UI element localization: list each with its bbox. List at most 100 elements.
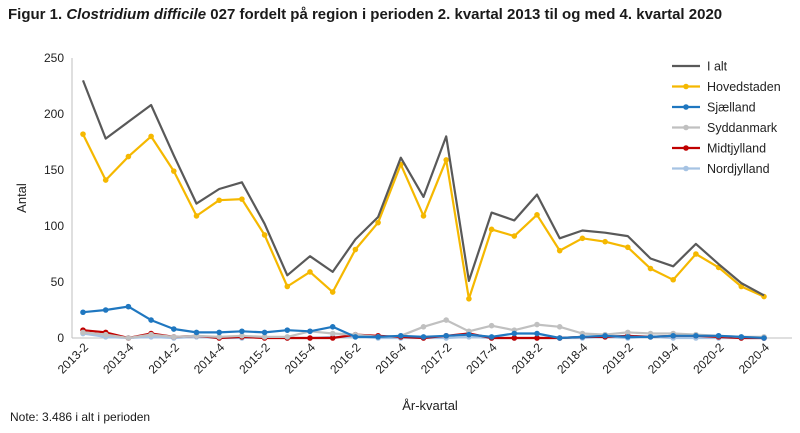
data-point-hovedstaden: [647, 265, 654, 272]
x-tick-label: 2018-2: [509, 340, 546, 377]
data-point-sjælland: [284, 327, 291, 333]
data-point-sjælland: [579, 334, 586, 340]
legend-label-nordjylland: Nordjylland: [707, 162, 770, 176]
x-tick-label: 2020-2: [690, 340, 727, 377]
data-point-sjælland: [647, 334, 654, 340]
x-tick-label: 2014-4: [191, 340, 228, 377]
data-point-sjælland: [761, 335, 767, 341]
data-point-syddanmark: [329, 330, 336, 337]
footnote: Note: 3.486 i alt i perioden: [10, 410, 151, 424]
y-tick-label: 100: [44, 219, 64, 233]
legend-label-sjælland: Sjælland: [707, 101, 756, 115]
x-tick-label: 2013-2: [55, 340, 92, 377]
data-point-hovedstaden: [261, 232, 268, 238]
legend-label-hovedstaden: Hovedstaden: [707, 80, 781, 94]
data-point-sjælland: [625, 334, 631, 340]
data-point-sjælland: [80, 309, 86, 316]
data-point-hovedstaden: [125, 153, 132, 160]
data-point-hovedstaden: [534, 212, 540, 218]
data-point-syddanmark: [125, 335, 132, 341]
data-point-syddanmark: [534, 321, 540, 328]
data-point-sjælland: [556, 335, 563, 341]
data-point-syddanmark: [239, 332, 245, 339]
legend-label-midtjylland: Midtjylland: [707, 142, 766, 156]
data-point-midtjylland: [511, 335, 518, 341]
data-point-hovedstaden: [670, 276, 676, 283]
y-tick-label: 0: [57, 331, 64, 345]
x-tick-label: 2017-2: [418, 340, 455, 377]
data-point-hovedstaden: [420, 213, 427, 219]
data-point-hovedstaden: [148, 133, 154, 140]
data-point-syddanmark: [284, 334, 291, 340]
data-point-syddanmark: [171, 334, 177, 340]
data-point-hovedstaden: [284, 283, 291, 290]
data-point-sjælland: [398, 332, 404, 339]
data-point-hovedstaden: [579, 235, 586, 242]
data-point-hovedstaden: [80, 131, 86, 137]
legend-marker-midtjylland: [683, 145, 689, 151]
data-point-sjælland: [239, 328, 245, 335]
legend-label-syddanmark: Syddanmark: [707, 121, 778, 135]
data-point-sjælland: [216, 329, 222, 336]
data-point-syddanmark: [556, 324, 563, 330]
data-point-syddanmark: [488, 322, 495, 329]
data-point-sjælland: [171, 326, 177, 332]
data-point-midtjylland: [329, 335, 336, 341]
data-point-syddanmark: [102, 331, 109, 338]
x-tick-label: 2018-4: [554, 340, 591, 377]
data-point-sjælland: [693, 332, 699, 339]
data-point-hovedstaden: [171, 168, 177, 174]
data-point-sjælland: [193, 329, 200, 336]
data-point-hovedstaden: [602, 238, 608, 245]
data-point-hovedstaden: [193, 213, 200, 219]
data-point-syddanmark: [443, 317, 450, 323]
y-tick-label: 150: [44, 163, 64, 177]
y-tick-label: 200: [44, 107, 64, 121]
x-tick-label: 2016-4: [373, 340, 410, 377]
data-point-hovedstaden: [511, 233, 518, 239]
legend-marker-nordjylland: [683, 165, 689, 172]
x-tick-label: 2015-4: [282, 340, 319, 377]
data-point-sjælland: [602, 332, 608, 339]
data-point-hovedstaden: [466, 296, 472, 302]
x-axis-label: År-kvartal: [402, 398, 458, 413]
data-point-sjælland: [352, 334, 359, 340]
data-point-hovedstaden: [329, 289, 336, 295]
data-point-sjælland: [738, 334, 745, 340]
data-point-hovedstaden: [556, 247, 563, 254]
data-point-sjælland: [375, 334, 381, 340]
data-point-syddanmark: [625, 329, 631, 336]
data-point-sjælland: [511, 330, 518, 337]
data-point-sjælland: [307, 328, 313, 335]
data-point-sjælland: [102, 307, 109, 313]
legend-marker-sjælland: [683, 104, 689, 110]
x-tick-label: 2013-4: [100, 340, 137, 377]
legend-marker-syddanmark: [683, 124, 689, 131]
data-point-sjælland: [443, 332, 450, 339]
data-point-hovedstaden: [625, 244, 631, 251]
data-point-syddanmark: [80, 329, 86, 336]
data-point-hovedstaden: [443, 157, 450, 163]
data-point-hovedstaden: [239, 196, 245, 202]
x-tick-label: 2016-2: [327, 340, 364, 377]
data-point-midtjylland: [534, 335, 540, 341]
y-tick-label: 250: [44, 51, 64, 65]
data-point-sjælland: [420, 334, 427, 340]
data-point-hovedstaden: [488, 226, 495, 233]
legend-marker-hovedstaden: [683, 83, 689, 90]
data-point-sjælland: [466, 331, 472, 338]
data-point-sjælland: [261, 329, 268, 336]
data-point-hovedstaden: [216, 197, 222, 204]
data-point-syddanmark: [216, 334, 222, 340]
data-point-sjælland: [488, 334, 495, 340]
data-point-hovedstaden: [375, 219, 381, 226]
x-tick-label: 2014-2: [146, 340, 183, 377]
x-tick-label: 2015-2: [236, 340, 273, 377]
data-point-sjælland: [125, 303, 132, 310]
title-italic: Clostridium difficile: [66, 6, 207, 23]
data-point-hovedstaden: [102, 177, 109, 183]
x-tick-label: 2019-2: [600, 340, 637, 377]
y-axis-label: Antal: [14, 183, 29, 213]
data-point-sjælland: [670, 332, 676, 339]
